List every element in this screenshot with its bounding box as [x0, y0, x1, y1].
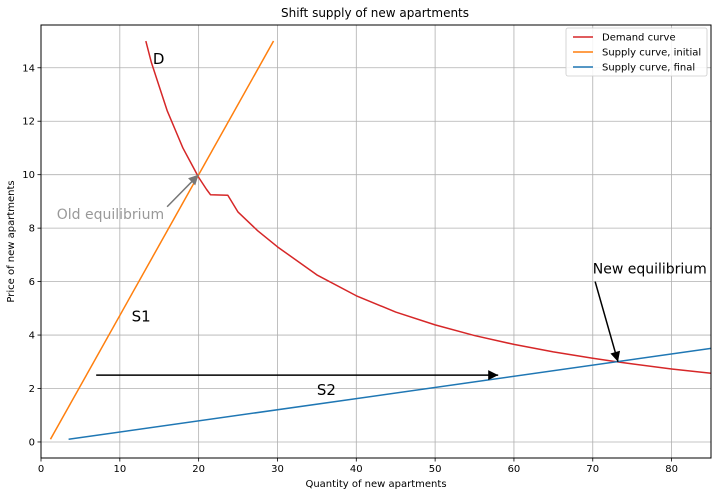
series-line-2 — [49, 40, 275, 440]
y-tick-label: 6 — [29, 277, 35, 288]
annotation-label: D — [153, 50, 165, 68]
x-axis-label: Quantity of new apartments — [305, 479, 446, 490]
x-tick-label: 80 — [665, 464, 678, 475]
legend-label: Supply curve, final — [602, 63, 695, 74]
y-tick-label: 10 — [22, 170, 35, 181]
y-tick-label: 12 — [22, 117, 35, 128]
plot-frame — [40, 24, 712, 459]
series-line-1 — [145, 40, 712, 375]
x-tick-label: 10 — [113, 464, 126, 475]
y-tick-label: 4 — [29, 331, 35, 342]
x-tick-label: 40 — [350, 464, 363, 475]
y-axis-label: Price of new apartments — [6, 180, 17, 302]
plot-series — [49, 40, 712, 441]
x-tick-label: 70 — [586, 464, 599, 475]
x-tick-label: 0 — [38, 464, 44, 475]
annotation-label: S2 — [317, 381, 336, 399]
annotation-label: Old equilibrium — [57, 207, 164, 223]
legend: Demand curve Supply curve, initial Supply … — [565, 27, 708, 77]
x-tick-label: 30 — [271, 464, 284, 475]
annotation-label: New equilibrium — [593, 262, 707, 278]
y-tick-label: 0 — [29, 437, 35, 448]
x-tick-label: 60 — [508, 464, 521, 475]
grid-lines — [40, 25, 711, 458]
series-line-3 — [68, 347, 712, 441]
annotation-arrow — [166, 174, 200, 208]
chart-title: Shift supply of new apartments — [281, 6, 469, 20]
y-tick-label: 8 — [29, 224, 35, 235]
y-tick-label: 14 — [22, 63, 35, 74]
legend-label: Supply curve, initial — [602, 48, 701, 59]
x-tick-label: 20 — [192, 464, 205, 475]
legend-box — [565, 27, 708, 77]
axis-ticks: 0 10 20 30 40 50 60 70 80 0 2 4 6 8 10 12 14 — [22, 63, 678, 475]
annotation-arrow — [594, 281, 621, 362]
legend-label: Demand curve — [602, 33, 676, 44]
y-tick-label: 2 — [29, 384, 35, 395]
annotations: D S1 S2 Old equilibrium New equilibrium — [57, 50, 707, 399]
annotation-label: S1 — [132, 308, 151, 326]
x-tick-label: 50 — [429, 464, 442, 475]
